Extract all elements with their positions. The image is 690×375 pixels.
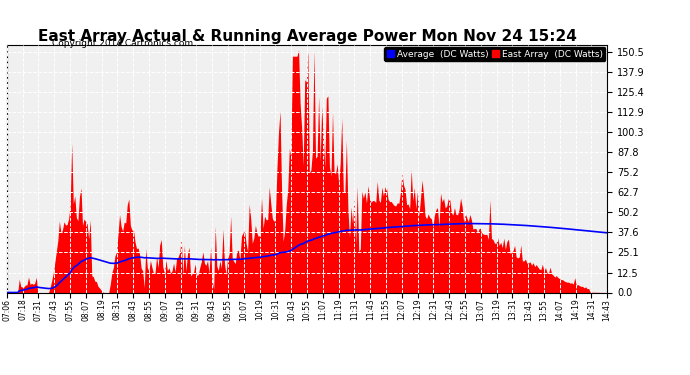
Legend: Average  (DC Watts), East Array  (DC Watts): Average (DC Watts), East Array (DC Watts… [384,47,605,61]
Title: East Array Actual & Running Average Power Mon Nov 24 15:24: East Array Actual & Running Average Powe… [38,29,576,44]
Text: Copyright 2014 Cartronics.com: Copyright 2014 Cartronics.com [52,39,193,48]
